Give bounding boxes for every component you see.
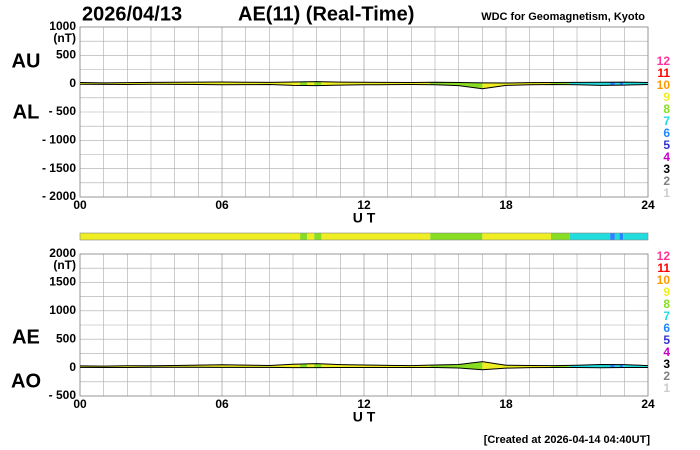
activity-fill xyxy=(610,364,615,368)
y-tick-label: 1000 xyxy=(49,303,76,317)
title: AE(11) (Real-Time) xyxy=(238,3,414,25)
y-tick-label: 2000 xyxy=(49,246,76,260)
coverage-band xyxy=(307,233,315,240)
x-tick-label: 18 xyxy=(499,397,513,411)
activity-fill xyxy=(482,82,551,89)
y-tick-label: - 500 xyxy=(49,104,77,118)
coverage-band xyxy=(300,233,308,240)
activity-fill xyxy=(619,82,624,86)
legend-label: 6 xyxy=(663,126,670,140)
legend-label: 3 xyxy=(663,162,670,176)
index-line xyxy=(79,81,649,84)
y-tick-label: 500 xyxy=(56,331,76,345)
x-tick-label: 12 xyxy=(357,397,371,411)
index-line xyxy=(79,366,649,371)
y-tick-label: 500 xyxy=(56,48,76,62)
legend-label: 10 xyxy=(657,78,671,92)
legend-label: 9 xyxy=(663,90,670,104)
index-line xyxy=(79,361,649,367)
date: 2026/04/13 xyxy=(82,3,182,25)
footer: [Created at 2026-04-14 04:40UT] xyxy=(484,434,651,446)
x-tick-label: 24 xyxy=(641,397,655,411)
activity-fill xyxy=(614,364,620,368)
coverage-band xyxy=(610,233,615,240)
legend-label: 7 xyxy=(663,114,670,128)
activity-fill xyxy=(623,364,648,368)
y-tick-label: 0 xyxy=(69,360,76,374)
legend-label: 2 xyxy=(663,174,670,188)
legend-label: 2 xyxy=(663,369,670,383)
coverage-band xyxy=(619,233,624,240)
legend-label: 11 xyxy=(657,261,670,275)
legend-label: 12 xyxy=(657,249,671,263)
legend-label: 11 xyxy=(657,66,670,80)
index-line xyxy=(79,83,649,90)
x-tick-label: 18 xyxy=(499,198,513,212)
y-axis-label: (nT) xyxy=(53,31,76,45)
coverage-band xyxy=(550,233,570,240)
coverage-band xyxy=(321,233,431,240)
series-name: AO xyxy=(11,370,41,392)
y-tick-label: - 1000 xyxy=(42,133,76,147)
legend-label: 10 xyxy=(657,273,671,287)
activity-fill xyxy=(610,82,615,86)
coverage-band xyxy=(314,233,322,240)
coverage-band xyxy=(569,233,611,240)
y-tick-label: 1000 xyxy=(49,19,76,33)
legend-label: 4 xyxy=(663,150,670,164)
coverage-band xyxy=(482,233,551,240)
legend-label: 5 xyxy=(663,333,670,347)
coverage-frame xyxy=(79,232,649,241)
legend-label: 5 xyxy=(663,138,670,152)
activity-fill xyxy=(614,82,620,86)
coverage-band xyxy=(80,233,301,240)
y-tick-label: 0 xyxy=(69,76,76,90)
legend-label: 1 xyxy=(663,186,670,200)
y-tick-label: - 1500 xyxy=(42,161,76,175)
activity-fill xyxy=(314,363,322,368)
series-name: AL xyxy=(13,101,40,123)
plot-frame xyxy=(79,253,649,397)
legend-label: 6 xyxy=(663,321,670,335)
x-axis-label: U T xyxy=(353,409,376,425)
coverage-band xyxy=(430,233,483,240)
x-tick-label: 12 xyxy=(357,198,371,212)
activity-fill xyxy=(619,364,624,368)
x-tick-label: 06 xyxy=(215,397,229,411)
activity-fill xyxy=(314,81,322,86)
series-name: AU xyxy=(12,50,41,72)
x-axis-label: U T xyxy=(353,210,376,226)
series-name: AE xyxy=(12,326,40,348)
legend-label: 8 xyxy=(663,102,670,116)
x-tick-label: 06 xyxy=(215,198,229,212)
y-tick-label: - 2000 xyxy=(42,189,76,203)
source: WDC for Geomagnetism, Kyoto xyxy=(481,11,645,23)
x-tick-label: 00 xyxy=(73,397,87,411)
y-axis-label: (nT) xyxy=(53,258,76,272)
activity-fill xyxy=(80,364,301,368)
legend-label: 9 xyxy=(663,285,670,299)
x-tick-label: 24 xyxy=(641,198,655,212)
legend-label: 12 xyxy=(657,54,671,68)
activity-fill xyxy=(300,81,308,86)
activity-fill xyxy=(307,363,315,368)
coverage-band xyxy=(614,233,620,240)
legend-label: 3 xyxy=(663,357,670,371)
legend-label: 7 xyxy=(663,309,670,323)
legend-label: 4 xyxy=(663,345,670,359)
x-tick-label: 00 xyxy=(73,198,87,212)
legend-label: 8 xyxy=(663,297,670,311)
legend-label: 1 xyxy=(663,381,670,395)
activity-fill xyxy=(307,81,315,86)
activity-fill xyxy=(300,363,308,368)
y-tick-label: - 500 xyxy=(49,388,77,402)
y-tick-label: 1500 xyxy=(49,275,76,289)
coverage-band xyxy=(623,233,648,240)
plot-frame xyxy=(79,26,649,198)
